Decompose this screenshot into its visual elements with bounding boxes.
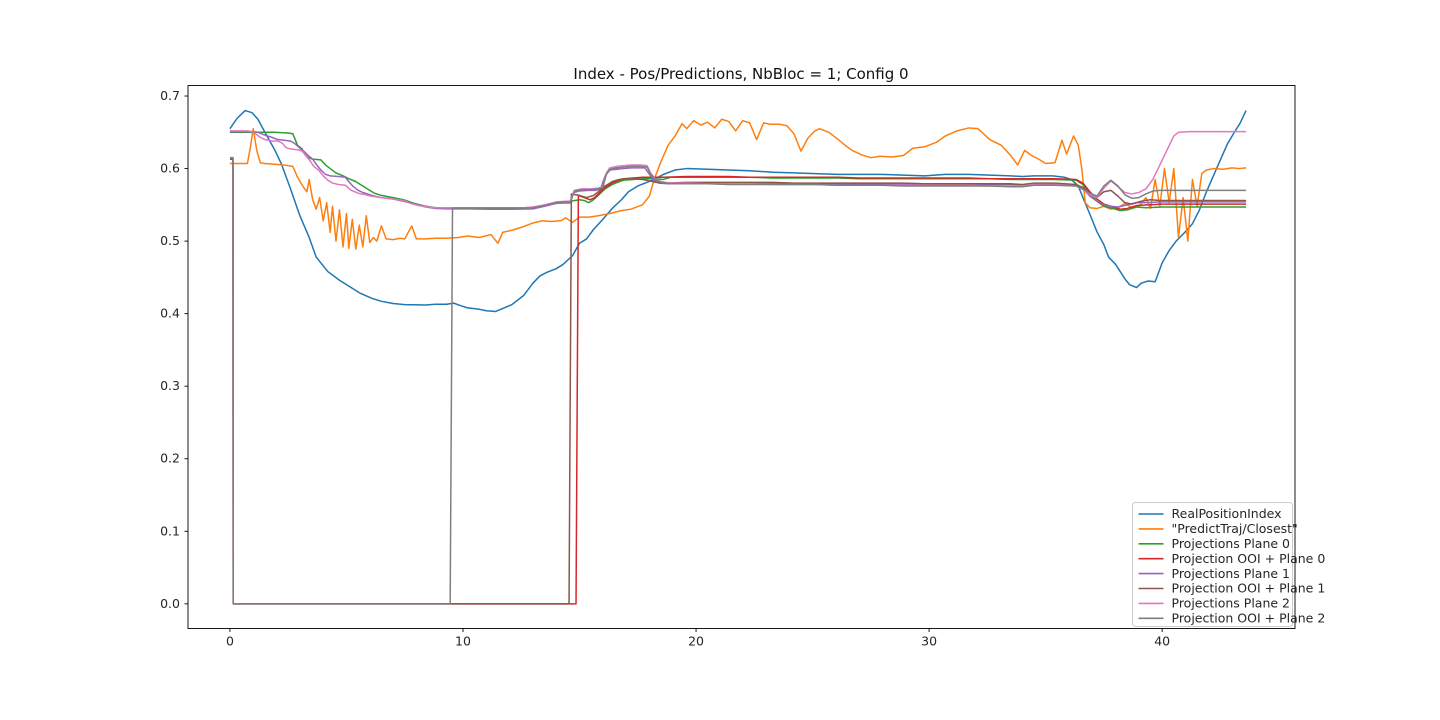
legend: RealPositionIndex"PredictTraj/Closest"Pr… [1132,502,1326,627]
x-tick-label: 40 [1154,634,1170,649]
legend-label-2: Projections Plane 0 [1172,536,1291,551]
legend-label-0: RealPositionIndex [1172,506,1282,521]
x-tick-label: 20 [688,634,704,649]
series-line-1 [229,118,1247,250]
legend-frame [1132,502,1293,627]
y-tick-label: 0.2 [160,451,180,466]
y-tick-label: 0.3 [160,378,180,393]
y-tick-label: 0.0 [160,596,180,611]
series-line-7 [229,156,1247,605]
series-line-2 [229,131,1247,212]
series-line-3 [229,158,1247,605]
x-tick-label: 30 [921,634,937,649]
y-tick-label: 0.6 [160,161,180,176]
series-line-0 [229,109,1247,313]
series-line-5 [229,158,1247,605]
plot-area: 0 10 20 30 40 0.0 0.1 0.2 0.3 0.4 0.5 0.6 0.7 RealPos… [160,85,1326,649]
chart-title: Index - Pos/Predictions, NbBloc = 1; Con… [573,65,908,83]
x-tick-label: 0 [226,634,234,649]
axes-spines [187,85,1296,629]
x-tick-label: 10 [455,634,471,649]
y-tick-label: 0.5 [160,233,180,248]
legend-label-6: Projections Plane 2 [1172,596,1291,611]
legend-label-7: Projection OOI + Plane 2 [1172,611,1326,626]
series-line-6 [229,130,1247,209]
y-tick-label: 0.1 [160,523,180,538]
legend-label-4: Projections Plane 1 [1172,566,1291,581]
y-tick-label: 0.7 [160,88,180,103]
legend-label-3: Projection OOI + Plane 0 [1172,551,1326,566]
legend-label-1: "PredictTraj/Closest" [1172,521,1298,536]
legend-label-5: Projection OOI + Plane 1 [1172,581,1326,596]
y-tick-label: 0.4 [160,306,180,321]
